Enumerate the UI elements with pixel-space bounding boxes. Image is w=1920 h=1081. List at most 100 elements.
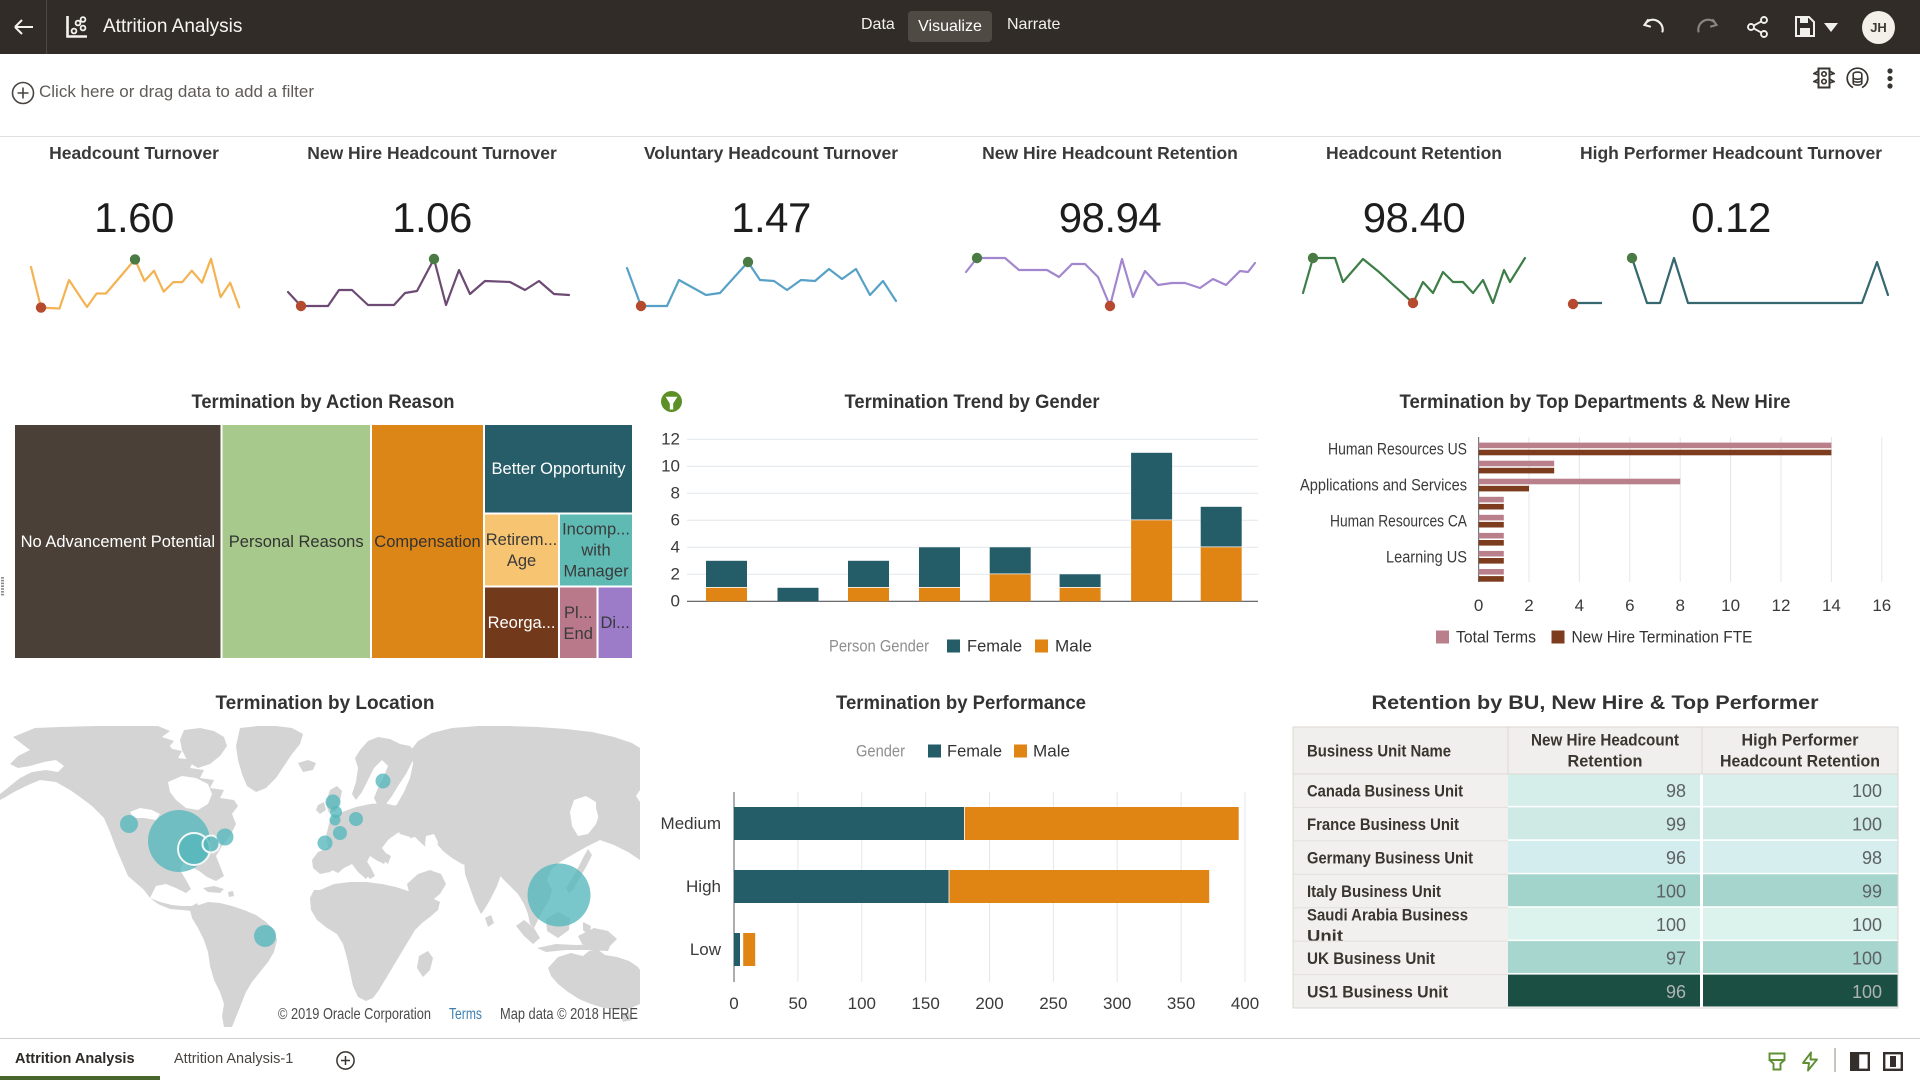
svg-text:99: 99: [1862, 882, 1882, 902]
svg-text:No Advancement Potential: No Advancement Potential: [21, 533, 215, 551]
svg-text:© 2019 Oracle Corporation: © 2019 Oracle Corporation: [278, 1006, 431, 1023]
svg-text:97: 97: [1666, 948, 1686, 968]
svg-text:New Hire Headcount Turnover: New Hire Headcount Turnover: [307, 143, 557, 163]
svg-text:Headcount Retention: Headcount Retention: [1326, 143, 1502, 163]
svg-text:4: 4: [671, 537, 680, 556]
svg-text:with: with: [580, 542, 610, 560]
svg-text:Retention by BU, New Hire & To: Retention by BU, New Hire & Top Performe…: [1372, 693, 1820, 714]
svg-text:10: 10: [1721, 596, 1740, 615]
svg-text:Personal Reasons: Personal Reasons: [229, 533, 364, 551]
svg-text:96: 96: [1666, 848, 1686, 868]
svg-text:US1 Business Unit: US1 Business Unit: [1307, 983, 1448, 1001]
svg-text:100: 100: [1656, 915, 1686, 935]
svg-text:Human Resources US: Human Resources US: [1328, 440, 1467, 458]
svg-text:Incomp...: Incomp...: [562, 521, 630, 539]
svg-text:1.47: 1.47: [731, 194, 811, 241]
svg-text:4: 4: [1575, 596, 1584, 615]
svg-text:Reorga...: Reorga...: [488, 614, 556, 632]
svg-text:Map data © 2018 HERE: Map data © 2018 HERE: [500, 1006, 638, 1023]
svg-text:Termination by Top Departments: Termination by Top Departments & New Hir…: [1400, 392, 1791, 413]
svg-text:Canada Business Unit: Canada Business Unit: [1307, 783, 1463, 801]
svg-text:12: 12: [1772, 596, 1791, 615]
svg-text:Italy Business Unit: Italy Business Unit: [1307, 883, 1441, 901]
svg-text:Gender: Gender: [856, 743, 905, 761]
svg-text:Low: Low: [690, 940, 722, 959]
svg-text:New Hire Headcount Retention: New Hire Headcount Retention: [982, 143, 1238, 163]
svg-text:Retirem...: Retirem...: [486, 531, 558, 549]
svg-text:Compensation: Compensation: [374, 533, 480, 551]
svg-text:Voluntary Headcount Turnover: Voluntary Headcount Turnover: [644, 143, 898, 163]
svg-text:50: 50: [788, 994, 807, 1013]
svg-text:Male: Male: [1033, 742, 1070, 761]
svg-text:100: 100: [1852, 948, 1882, 968]
svg-text:6: 6: [671, 510, 680, 529]
svg-text:High: High: [686, 877, 721, 896]
svg-text:Better Opportunity: Better Opportunity: [492, 460, 627, 478]
svg-text:98: 98: [1666, 781, 1686, 801]
svg-text:0.12: 0.12: [1691, 194, 1771, 241]
svg-text:350: 350: [1167, 994, 1195, 1013]
svg-text:2: 2: [1524, 596, 1533, 615]
svg-text:100: 100: [848, 994, 876, 1013]
svg-text:100: 100: [1656, 882, 1686, 902]
svg-text:400: 400: [1231, 994, 1259, 1013]
svg-text:0: 0: [729, 994, 738, 1013]
svg-text:16: 16: [1872, 596, 1891, 615]
svg-text:8: 8: [1675, 596, 1684, 615]
svg-text:98: 98: [1862, 848, 1882, 868]
svg-text:France Business Unit: France Business Unit: [1307, 816, 1459, 834]
svg-text:8: 8: [671, 483, 680, 502]
svg-text:100: 100: [1852, 781, 1882, 801]
svg-text:UK Business Unit: UK Business Unit: [1307, 950, 1435, 968]
svg-text:High Performer Headcount Turno: High Performer Headcount Turnover: [1580, 143, 1882, 163]
svg-text:14: 14: [1822, 596, 1841, 615]
svg-text:96: 96: [1666, 982, 1686, 1002]
svg-text:High Performer: High Performer: [1742, 732, 1860, 750]
svg-text:Person Gender: Person Gender: [829, 638, 929, 656]
svg-text:Termination by Location: Termination by Location: [216, 693, 435, 714]
svg-text:Total Terms: Total Terms: [1456, 629, 1536, 647]
svg-text:12: 12: [661, 429, 680, 448]
svg-text:300: 300: [1103, 994, 1131, 1013]
svg-text:Termination by Performance: Termination by Performance: [836, 693, 1086, 714]
svg-text:Human Resources CA: Human Resources CA: [1330, 513, 1467, 531]
svg-text:98.40: 98.40: [1363, 194, 1466, 241]
svg-text:150: 150: [911, 994, 939, 1013]
svg-text:Medium: Medium: [661, 814, 721, 833]
svg-text:Female: Female: [967, 637, 1022, 656]
svg-text:New Hire Headcount: New Hire Headcount: [1531, 732, 1679, 750]
svg-text:1.60: 1.60: [94, 194, 174, 241]
svg-text:Applications and Services: Applications and Services: [1300, 477, 1467, 495]
svg-text:100: 100: [1852, 915, 1882, 935]
svg-text:End: End: [564, 625, 593, 643]
svg-text:Pl...: Pl...: [564, 604, 592, 622]
svg-text:100: 100: [1852, 815, 1882, 835]
svg-text:Headcount Turnover: Headcount Turnover: [49, 143, 219, 163]
svg-text:Business Unit Name: Business Unit Name: [1307, 743, 1451, 761]
svg-text:10: 10: [661, 456, 680, 475]
svg-text:100: 100: [1852, 982, 1882, 1002]
svg-text:New Hire Termination FTE: New Hire Termination FTE: [1572, 629, 1753, 647]
svg-text:Manager: Manager: [563, 563, 629, 581]
svg-text:Terms: Terms: [449, 1006, 482, 1023]
svg-text:99: 99: [1666, 815, 1686, 835]
svg-text:98.94: 98.94: [1059, 194, 1162, 241]
svg-text:250: 250: [1039, 994, 1067, 1013]
svg-text:2: 2: [671, 564, 680, 583]
svg-text:Termination Trend by Gender: Termination Trend by Gender: [845, 392, 1101, 413]
svg-text:Di...: Di...: [601, 614, 630, 632]
svg-text:Learning US: Learning US: [1386, 549, 1467, 567]
svg-text:1.06: 1.06: [392, 194, 472, 241]
svg-text:Termination by Action Reason: Termination by Action Reason: [192, 392, 455, 413]
svg-text:Headcount Retention: Headcount Retention: [1720, 753, 1880, 771]
svg-text:Age: Age: [507, 552, 536, 570]
svg-text:Germany Business Unit: Germany Business Unit: [1307, 850, 1473, 868]
svg-text:Saudi Arabia Business: Saudi Arabia Business: [1307, 906, 1468, 924]
svg-text:200: 200: [975, 994, 1003, 1013]
svg-text:6: 6: [1625, 596, 1634, 615]
svg-text:Female: Female: [947, 742, 1002, 761]
svg-text:0: 0: [1474, 596, 1483, 615]
svg-text:Male: Male: [1055, 637, 1092, 656]
svg-text:0: 0: [671, 591, 680, 610]
svg-text:Retention: Retention: [1568, 753, 1643, 771]
